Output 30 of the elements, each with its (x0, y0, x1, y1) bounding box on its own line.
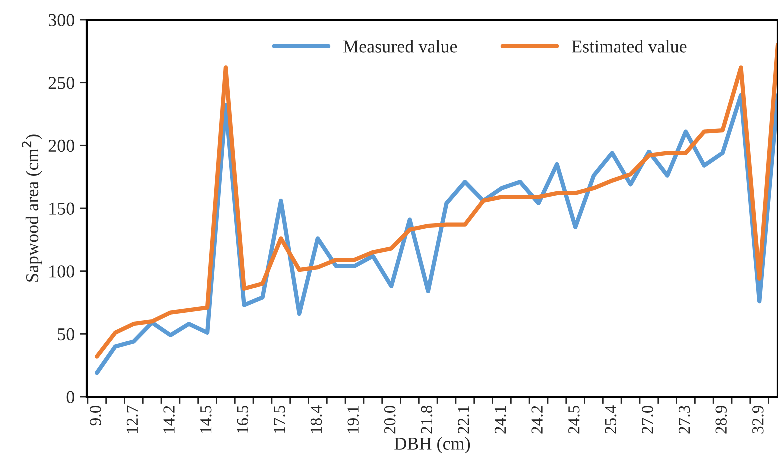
x-tick-label: 24.1 (494, 406, 506, 434)
x-axis-title: DBH (cm) (394, 437, 470, 454)
y-tick-label: 150 (50, 202, 75, 215)
x-tick-label: 24.2 (532, 406, 544, 434)
x-tick-label: 25.4 (605, 406, 617, 434)
x-tick-label: 24.5 (568, 406, 580, 434)
x-tick-label: 22.1 (458, 406, 470, 434)
x-tick-label: 27.0 (642, 406, 654, 434)
x-tick-label: 19.1 (348, 406, 359, 434)
y-tick-label: 250 (48, 77, 75, 90)
x-tick-label: 9.0 (90, 406, 102, 426)
y-tick-label: 200 (48, 140, 75, 152)
x-tick-label: 28.9 (716, 406, 728, 434)
x-tick-label: 14.2 (164, 406, 175, 434)
x-tick-label: 18.4 (310, 406, 322, 434)
y-axis-title: Sapwood area (cm$^{2}$) (22, 134, 42, 282)
y-tick-label: 0 (66, 391, 75, 404)
x-tick-label: 12.7 (126, 406, 138, 434)
x-tick-label: 32.9 (752, 406, 764, 434)
x-tick-label: 17.5 (274, 406, 286, 434)
x-tick-label: 27.3 (678, 406, 690, 434)
x-tick-label: 21.8 (421, 406, 433, 434)
legend-label: Estimated value (572, 40, 687, 53)
y-tick-label: 100 (50, 266, 75, 278)
x-tick-label: 20.0 (384, 406, 396, 434)
legend-label: Measured value (344, 40, 458, 53)
y-tick-label: 50 (58, 328, 75, 341)
x-tick-label: 14.5 (200, 406, 212, 434)
y-tick-label: 300 (48, 14, 75, 26)
x-tick-label: 16.5 (237, 406, 249, 434)
